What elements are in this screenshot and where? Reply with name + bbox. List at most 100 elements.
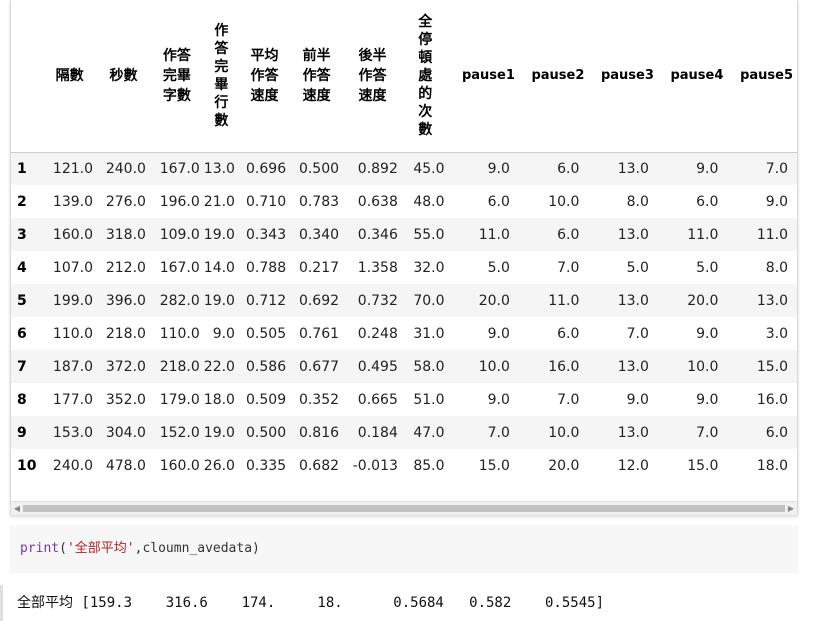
horizontal-scrollbar[interactable]: ◀ ▶ bbox=[11, 501, 797, 515]
table-cell: 16.0 bbox=[548, 358, 580, 375]
table-cell: 318.0 bbox=[105, 226, 146, 243]
table-row: 1 121.0 240.0 167.0 13.0 0.696 0.500 0.892 45.0 9… bbox=[11, 152, 797, 185]
table-cell: 396.0 bbox=[105, 292, 146, 309]
table-cell: 218.0 bbox=[159, 358, 200, 375]
column-header-4: 作答完畢行數 bbox=[204, 0, 239, 152]
table-row: 2 139.0 276.0 196.0 21.0 0.710 0.783 0.638 48.0 6… bbox=[11, 185, 797, 218]
table-cell: 12.0 bbox=[617, 457, 649, 474]
table-row: 5 199.0 396.0 282.0 19.0 0.712 0.692 0.732 70.0 2… bbox=[11, 284, 797, 317]
scroll-right-arrow-icon[interactable]: ▶ bbox=[787, 504, 795, 513]
table-row: 9 153.0 304.0 152.0 19.0 0.500 0.816 0.184 47.0 7… bbox=[11, 416, 797, 449]
table-cell: 121.0 bbox=[52, 160, 94, 177]
table-cell: 0.335 bbox=[246, 457, 287, 474]
table-body: 1 121.0 240.0 167.0 13.0 0.696 0.500 0.892 45.0 9… bbox=[11, 152, 797, 482]
scroll-left-arrow-icon[interactable]: ◀ bbox=[13, 504, 21, 513]
table-cell: 107.0 bbox=[52, 259, 94, 276]
table-cell: 160.0 bbox=[159, 457, 200, 474]
code-line[interactable]: print('全部平均',cloumn_avedata) bbox=[20, 537, 260, 556]
table-cell: 0.696 bbox=[246, 160, 287, 177]
table-row: 4 107.0 212.0 167.0 14.0 0.788 0.217 1.358 32.0 5… bbox=[11, 251, 797, 284]
table-cell: 196.0 bbox=[159, 193, 200, 210]
table-cell: 18.0 bbox=[756, 457, 788, 474]
output-prompt-edge bbox=[0, 585, 3, 621]
table-cell: 10.0 bbox=[478, 358, 510, 375]
table-cell: 20.0 bbox=[548, 457, 580, 474]
table-cell: 0.761 bbox=[298, 325, 340, 342]
table-cell: 11.0 bbox=[478, 226, 510, 243]
table-cell: 9.0 bbox=[487, 391, 510, 408]
table-cell: 47.0 bbox=[413, 424, 445, 441]
header-row: 隔數 秒數 作答 完畢 字數 作答完畢行數 平均 作答 速度 前半 作答 速度 後半 作答 速度 全停頓處的次… bbox=[11, 0, 797, 152]
scrollbar-thumb[interactable] bbox=[23, 505, 785, 512]
column-header-text: 全停頓處的次數 bbox=[418, 13, 433, 138]
print-output: 全部平均 [159.3 316.6 174. 18. 0.5684 0.582 … bbox=[17, 595, 605, 611]
table-cell: 110.0 bbox=[159, 325, 200, 342]
table-cell: 31.0 bbox=[413, 325, 445, 342]
table-cell: 5.0 bbox=[626, 259, 649, 276]
table-cell: 16.0 bbox=[756, 391, 788, 408]
column-header-12: pause4 bbox=[670, 67, 724, 83]
table-cell: 276.0 bbox=[105, 193, 146, 210]
table-cell: 6.0 bbox=[487, 193, 510, 210]
table-cell: 1.358 bbox=[357, 259, 398, 276]
table-cell: 19.0 bbox=[203, 292, 235, 309]
table-cell: 48.0 bbox=[413, 193, 445, 210]
table-cell: 13.0 bbox=[617, 160, 649, 177]
row-index: 7 bbox=[17, 358, 27, 375]
table-cell: 9.0 bbox=[765, 193, 788, 210]
table-cell: 177.0 bbox=[52, 391, 94, 408]
table-cell: 0.788 bbox=[246, 259, 287, 276]
table-cell: 13.0 bbox=[617, 424, 649, 441]
column-header-11: pause3 bbox=[600, 67, 654, 83]
table-cell: 7.0 bbox=[487, 424, 510, 441]
row-index: 4 bbox=[17, 259, 27, 276]
column-header-10: pause2 bbox=[531, 67, 585, 83]
table-cell: 282.0 bbox=[159, 292, 200, 309]
table-cell: 139.0 bbox=[52, 193, 94, 210]
table-cell: 7.0 bbox=[696, 424, 719, 441]
column-header-3: 作答 完畢 字數 bbox=[162, 47, 191, 104]
table-cell: 15.0 bbox=[687, 457, 719, 474]
table-cell: 13.0 bbox=[617, 226, 649, 243]
table-cell: 0.217 bbox=[298, 259, 340, 276]
column-header-1: 隔數 bbox=[55, 67, 84, 84]
table-cell: 478.0 bbox=[105, 457, 146, 474]
table-cell: 32.0 bbox=[413, 259, 445, 276]
table-cell: 0.248 bbox=[357, 325, 398, 342]
table-cell: 0.732 bbox=[357, 292, 398, 309]
table-cell: 6.0 bbox=[765, 424, 788, 441]
table-cell: 0.783 bbox=[298, 193, 340, 210]
table-row: 7 187.0 372.0 218.0 22.0 0.586 0.677 0.495 58.0 1… bbox=[11, 350, 797, 383]
code-print-keyword: print bbox=[20, 541, 60, 556]
table-cell: 0.665 bbox=[357, 391, 398, 408]
table-cell: 0.712 bbox=[246, 292, 287, 309]
table-cell: 110.0 bbox=[52, 325, 94, 342]
column-header-7: 後半 作答 速度 bbox=[358, 47, 387, 104]
table-cell: 10.0 bbox=[548, 424, 580, 441]
table-cell: 167.0 bbox=[159, 160, 200, 177]
table-cell: 0.677 bbox=[298, 358, 340, 375]
table-cell: 6.0 bbox=[557, 325, 580, 342]
table-cell: 9.0 bbox=[696, 391, 719, 408]
table-cell: 5.0 bbox=[696, 259, 719, 276]
table-cell: 0.509 bbox=[246, 391, 287, 408]
dataframe-table: 隔數 秒數 作答 完畢 字數 作答完畢行數 平均 作答 速度 前半 作答 速度 後半 作答 速度 全停頓處的次… bbox=[11, 0, 797, 482]
table-row: 10 240.0 478.0 160.0 26.0 0.335 0.682 -0.013 85.… bbox=[11, 449, 797, 482]
table-cell: 153.0 bbox=[52, 424, 94, 441]
table-cell: 0.710 bbox=[246, 193, 287, 210]
table-cell: 8.0 bbox=[626, 193, 649, 210]
table-cell: 11.0 bbox=[756, 226, 788, 243]
table-cell: 13.0 bbox=[617, 292, 649, 309]
row-index: 6 bbox=[17, 325, 27, 342]
table-row: 3 160.0 318.0 109.0 19.0 0.343 0.340 0.346 55.0 1… bbox=[11, 218, 797, 251]
table-cell: 0.816 bbox=[298, 424, 340, 441]
table-cell: 0.184 bbox=[357, 424, 398, 441]
table-cell: 9.0 bbox=[487, 160, 510, 177]
table-cell: 304.0 bbox=[105, 424, 146, 441]
table-cell: 55.0 bbox=[413, 226, 445, 243]
code-cell[interactable]: print('全部平均',cloumn_avedata) bbox=[10, 525, 798, 573]
table-cell: 7.0 bbox=[765, 160, 788, 177]
table-cell: 51.0 bbox=[413, 391, 445, 408]
table-cell: 0.495 bbox=[357, 358, 398, 375]
column-header-8: 全停頓處的次數 bbox=[402, 0, 449, 152]
